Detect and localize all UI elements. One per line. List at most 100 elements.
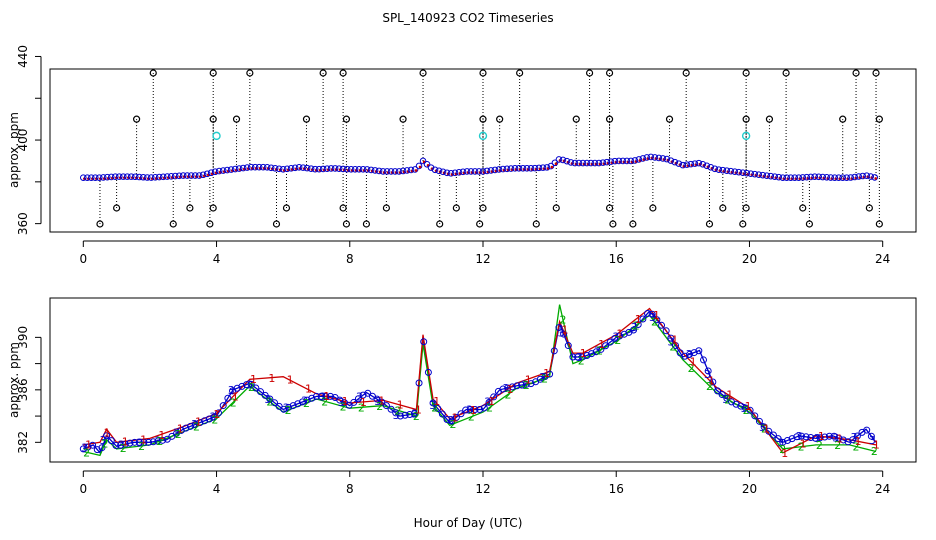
- bottom-x-tick-label: 0: [79, 482, 87, 496]
- top-baseline-point: [687, 160, 695, 168]
- top-baseline-point: [479, 168, 487, 175]
- top-outlier-low-point: [169, 220, 177, 228]
- top-baseline-point: [723, 167, 731, 174]
- series-1-label-mark: 1: [232, 390, 239, 403]
- top-baseline-point: [495, 166, 503, 173]
- series-2-label-mark: 2: [175, 428, 182, 441]
- top-baseline-point: [551, 159, 559, 167]
- series-3-point: [821, 433, 829, 441]
- top-outlier-low-point: [342, 220, 351, 228]
- top-baseline-point: [299, 164, 307, 171]
- top-outlier-low-point: [705, 220, 714, 228]
- top-baseline-point: [619, 157, 627, 165]
- top-baseline-point: [407, 166, 415, 174]
- series-3-point: [769, 431, 777, 439]
- series-1-label-mark: 1: [250, 373, 257, 386]
- top-outlier-mid-point: [399, 115, 407, 123]
- top-baseline-point: [91, 174, 99, 181]
- series-3-point: [396, 412, 404, 420]
- series-3-point: [354, 395, 362, 403]
- top-x-tick-label: 20: [742, 252, 757, 266]
- series-3-label-mark: 3: [81, 442, 88, 455]
- series-3-point: [863, 426, 871, 434]
- top-baseline-point: [155, 173, 163, 181]
- top-baseline-point: [615, 157, 623, 165]
- top-baseline-point: [871, 174, 878, 181]
- series-3-point: [839, 436, 847, 444]
- top-baseline-point: [539, 164, 547, 171]
- top-baseline-point: [655, 154, 663, 162]
- top-baseline-point: [671, 158, 679, 166]
- series-3-label-mark: 3: [466, 404, 473, 417]
- series-3-point: [564, 342, 572, 350]
- series-3-point: [802, 433, 810, 441]
- series-3-label-mark: 3: [228, 384, 235, 397]
- series-1-label-mark: 1: [342, 395, 349, 408]
- top-baseline-point: [859, 172, 867, 180]
- top-baseline-point: [115, 173, 123, 180]
- top-baseline-point: [239, 164, 247, 172]
- top-baseline-point: [151, 174, 159, 181]
- series-1-label-mark: 1: [268, 372, 275, 385]
- series-3-point: [196, 419, 204, 427]
- top-baseline-point: [743, 169, 751, 177]
- top-outlier-low-point: [805, 220, 814, 228]
- top-baseline-point: [663, 155, 671, 163]
- series-3-point: [849, 436, 857, 444]
- series-3-point: [653, 316, 661, 324]
- top-outlier-lowmid-point: [649, 204, 657, 212]
- series-3-point: [443, 415, 451, 423]
- top-baseline-point: [583, 159, 591, 167]
- series-3-point: [522, 380, 530, 388]
- series-3-point: [709, 378, 717, 386]
- series-1-label-mark: 1: [397, 398, 404, 411]
- series-3-point: [252, 384, 260, 392]
- series-2-label-mark: 2: [706, 380, 713, 393]
- top-baseline-point: [771, 173, 779, 180]
- top-outlier-high-point: [782, 69, 790, 77]
- top-baseline-point: [431, 166, 439, 174]
- series-3-label-mark: 3: [612, 331, 619, 344]
- series-3-point: [270, 399, 278, 407]
- series-2-label-mark: 2: [559, 313, 566, 326]
- top-baseline-point: [735, 168, 743, 176]
- top-baseline-point: [199, 171, 207, 179]
- top-baseline-point: [595, 159, 603, 167]
- series-2-label-mark: 2: [376, 400, 383, 413]
- series-3-point: [317, 392, 325, 400]
- series-3-point: [713, 387, 721, 395]
- series-3-label-mark: 3: [741, 402, 748, 415]
- top-baseline-point: [543, 164, 551, 171]
- top-baseline-point: [759, 171, 767, 179]
- top-baseline-point: [307, 165, 315, 172]
- series-3-point: [401, 411, 409, 419]
- series-1-label-mark: 1: [543, 367, 550, 380]
- series-3-point: [284, 403, 292, 411]
- series-3-point: [266, 395, 274, 403]
- top-baseline-point: [563, 157, 571, 165]
- top-baseline-point: [171, 172, 179, 180]
- top-x-tick-label: 16: [609, 252, 624, 266]
- series-3-label-mark: 3: [557, 326, 564, 339]
- top-outlier-low-point: [476, 220, 484, 228]
- top-baseline-point: [275, 165, 283, 173]
- series-3-point: [378, 398, 386, 406]
- series-1-label-mark: 1: [177, 422, 184, 435]
- top-baseline-point: [627, 157, 635, 165]
- series-3-point: [448, 417, 456, 425]
- series-3-point: [672, 341, 680, 349]
- series-3-point: [294, 400, 302, 408]
- top-baseline-point: [707, 164, 715, 171]
- series-3-point: [424, 368, 432, 376]
- series-3-label-mark: 3: [777, 436, 784, 449]
- series-1-label-mark: 1: [745, 400, 752, 413]
- series-3-point: [480, 404, 488, 412]
- top-baseline-point: [575, 159, 583, 167]
- top-x-tick-label: 12: [475, 252, 490, 266]
- top-baseline-point: [751, 170, 759, 178]
- top-baseline-point: [591, 159, 599, 167]
- top-outlier-high-point: [149, 69, 157, 77]
- top-baseline-point: [455, 169, 463, 176]
- top-baseline-point: [295, 164, 303, 171]
- top-baseline-point: [131, 173, 139, 181]
